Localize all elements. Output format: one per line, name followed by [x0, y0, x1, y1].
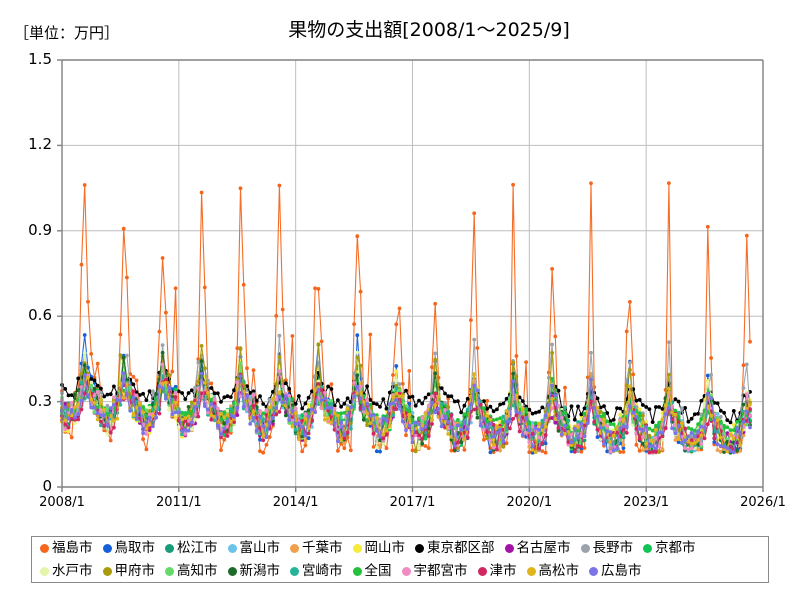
legend-item-津市[interactable]: 津市 [477, 562, 517, 579]
legend-item-宇都宮市[interactable]: 宇都宮市 [401, 562, 468, 579]
legend-item-名古屋市[interactable]: 名古屋市 [504, 539, 571, 556]
legend-item-label: 広島市 [601, 562, 642, 579]
legend-item-長野市[interactable]: 長野市 [580, 539, 634, 556]
legend-marker-icon [165, 544, 174, 553]
legend-marker-icon [643, 544, 652, 553]
legend-item-label: 福島市 [52, 539, 93, 556]
legend-item-label: 宇都宮市 [413, 562, 468, 579]
legend-item-label: 全国 [364, 562, 392, 579]
legend-item-高知市[interactable]: 高知市 [165, 562, 218, 579]
legend-item-label: 鳥取市 [114, 539, 156, 556]
legend-marker-icon [40, 567, 49, 576]
legend-item-label: 甲府市 [114, 562, 156, 579]
legend-item-千葉市[interactable]: 千葉市 [290, 539, 343, 556]
x-tick-label: 2020/1 [506, 495, 553, 510]
legend-marker-icon [227, 567, 237, 576]
legend-item-label: 宮崎市 [302, 562, 343, 579]
legend-item-label: 松江市 [177, 539, 218, 556]
legend-marker-icon [504, 544, 514, 553]
legend-marker-icon [290, 567, 299, 576]
series-layer [60, 181, 752, 455]
chart-title: 果物の支出額[2008/1〜2025/9] [288, 19, 570, 41]
legend-item-label: 千葉市 [302, 539, 343, 556]
legend-item-label: 長野市 [592, 539, 634, 556]
legend-row: 福島市 鳥取市 松江市 富山市 千葉市 岡山市 東京都区部 名古屋市 長野市 京都市 [32, 537, 768, 560]
legend-item-松江市[interactable]: 松江市 [165, 539, 218, 556]
legend-marker-icon [290, 544, 299, 553]
legend-item-富山市[interactable]: 富山市 [227, 539, 281, 556]
legend-marker-icon [227, 544, 237, 553]
chart-canvas [57, 59, 764, 492]
legend-item-新潟市[interactable]: 新潟市 [227, 562, 281, 579]
x-tick-label: 2014/1 [272, 495, 319, 510]
x-tick-label: 2026/1 [740, 495, 786, 510]
chart-legend: 福島市 鳥取市 松江市 富山市 千葉市 岡山市 東京都区部 名古屋市 長野市 京都市 水戸市 甲府市… [31, 536, 769, 583]
legend-marker-icon [40, 544, 49, 553]
series-広島市 [60, 371, 752, 455]
series-津市 [60, 372, 752, 455]
legend-marker-icon [580, 544, 590, 553]
legend-marker-icon [352, 567, 362, 576]
legend-item-label: 東京都区部 [427, 539, 495, 556]
legend-item-広島市[interactable]: 広島市 [589, 562, 642, 579]
legend-item-水戸市[interactable]: 水戸市 [40, 562, 93, 579]
legend-item-label: 京都市 [655, 539, 696, 556]
legend-marker-icon [526, 567, 536, 576]
y-tick-label: 1.2 [28, 135, 52, 154]
x-tick-label: 2017/1 [389, 495, 436, 510]
plot-area: 0 0.3 0.6 0.9 1.2 1.5 2008/1 2011/1 2014/1 2017/… [28, 50, 786, 510]
legend-marker-icon [589, 567, 598, 576]
legend-item-label: 富山市 [239, 539, 281, 556]
legend-item-京都市[interactable]: 京都市 [643, 539, 696, 556]
legend-marker-icon [401, 567, 411, 576]
legend-marker-icon [102, 567, 112, 576]
legend-item-label: 岡山市 [364, 539, 406, 556]
x-tick-label: 2011/1 [155, 495, 202, 510]
legend-item-鳥取市[interactable]: 鳥取市 [102, 539, 156, 556]
legend-item-全国[interactable]: 全国 [352, 562, 392, 579]
legend-item-東京都区部[interactable]: 東京都区部 [415, 539, 495, 556]
legend-marker-icon [477, 567, 487, 576]
x-tick-label: 2008/1 [39, 495, 85, 510]
legend-marker-icon [102, 544, 112, 553]
y-tick-label: 0 [42, 477, 52, 495]
legend-item-label: 名古屋市 [516, 539, 571, 556]
y-tick-label: 0.3 [28, 391, 52, 410]
legend-item-label: 高松市 [538, 562, 580, 579]
legend-marker-icon [352, 544, 362, 553]
y-tick-label: 0.9 [28, 220, 52, 239]
y-tick-label: 0.6 [28, 306, 52, 325]
legend-item-label: 新潟市 [239, 562, 281, 579]
legend-item-甲府市[interactable]: 甲府市 [102, 562, 156, 579]
legend-item-label: 津市 [489, 562, 517, 579]
legend-marker-icon [415, 544, 424, 553]
legend-item-岡山市[interactable]: 岡山市 [352, 539, 406, 556]
axes [57, 59, 764, 492]
unit-label: ［単位：万円］ [14, 24, 120, 42]
legend-item-label: 水戸市 [52, 562, 93, 579]
y-tick-label: 1.5 [28, 50, 52, 68]
x-tick-label: 2023/1 [623, 495, 670, 510]
legend-item-福島市[interactable]: 福島市 [40, 539, 93, 556]
legend-item-宮崎市[interactable]: 宮崎市 [290, 562, 343, 579]
legend-marker-icon [165, 567, 174, 576]
legend-item-label: 高知市 [177, 562, 218, 579]
legend-item-高松市[interactable]: 高松市 [526, 562, 580, 579]
legend-row: 水戸市 甲府市 高知市 新潟市 宮崎市 全国 宇都宮市 津市 高松市 広島市 [32, 560, 768, 583]
